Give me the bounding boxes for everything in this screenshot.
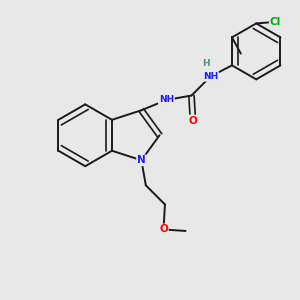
- Text: N: N: [137, 155, 146, 165]
- Text: Cl: Cl: [270, 17, 281, 27]
- Text: NH: NH: [203, 72, 218, 81]
- Text: O: O: [189, 116, 197, 126]
- Text: O: O: [159, 224, 168, 235]
- Text: H: H: [202, 59, 210, 68]
- Text: NH: NH: [159, 95, 174, 104]
